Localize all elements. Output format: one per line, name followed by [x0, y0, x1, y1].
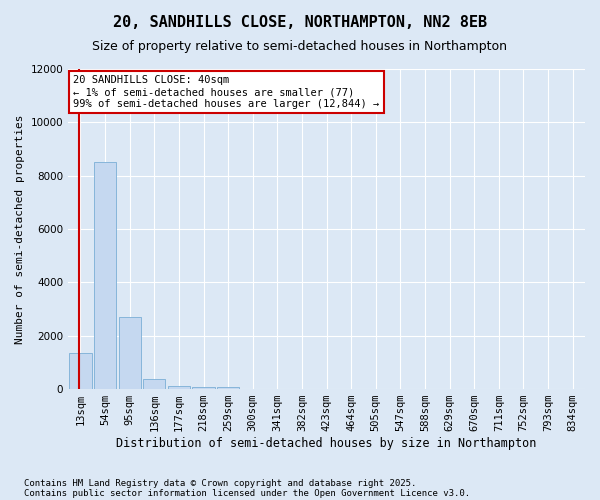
Text: 20, SANDHILLS CLOSE, NORTHAMPTON, NN2 8EB: 20, SANDHILLS CLOSE, NORTHAMPTON, NN2 8E…: [113, 15, 487, 30]
Bar: [193, 387, 215, 389]
Text: Size of property relative to semi-detached houses in Northampton: Size of property relative to semi-detach…: [92, 40, 508, 53]
Text: Contains HM Land Registry data © Crown copyright and database right 2025.: Contains HM Land Registry data © Crown c…: [24, 478, 416, 488]
X-axis label: Distribution of semi-detached houses by size in Northampton: Distribution of semi-detached houses by …: [116, 437, 537, 450]
Text: 20 SANDHILLS CLOSE: 40sqm
← 1% of semi-detached houses are smaller (77)
99% of s: 20 SANDHILLS CLOSE: 40sqm ← 1% of semi-d…: [73, 76, 380, 108]
Bar: [217, 387, 239, 389]
Bar: [143, 379, 166, 389]
Bar: [70, 353, 92, 389]
Bar: [119, 317, 141, 389]
Text: Contains public sector information licensed under the Open Government Licence v3: Contains public sector information licen…: [24, 488, 470, 498]
Bar: [94, 162, 116, 389]
Bar: [168, 386, 190, 389]
Y-axis label: Number of semi-detached properties: Number of semi-detached properties: [15, 114, 25, 344]
